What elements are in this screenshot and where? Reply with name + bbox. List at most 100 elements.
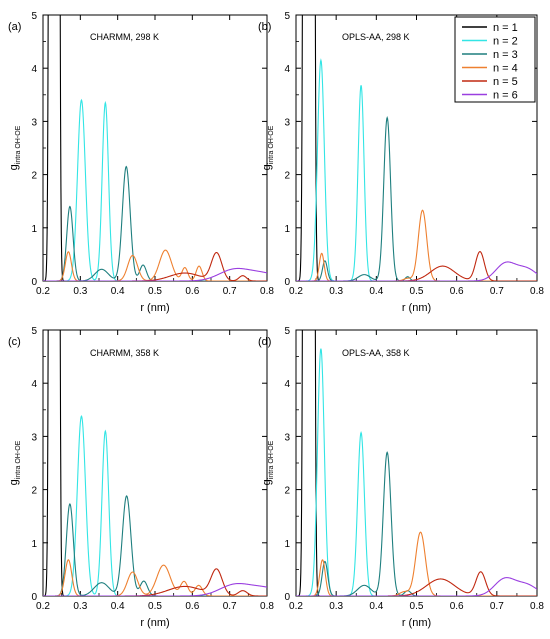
y-tick-label: 0	[31, 277, 37, 288]
y-tick-label: 2	[31, 171, 37, 182]
x-tick-label: 0.7	[490, 286, 504, 297]
y-tick-label: 1	[31, 539, 37, 550]
legend-box	[454, 16, 536, 103]
panel-title: CHARMM, 358 K	[90, 348, 159, 358]
panel-title: OPLS-AA, 358 K	[342, 348, 410, 358]
series-line-n2	[43, 414, 267, 596]
y-tick-label: 4	[31, 64, 37, 75]
x-tick-label: 0.7	[223, 286, 237, 297]
legend-entry: n = 3	[493, 49, 518, 61]
y-tick-label: 3	[284, 117, 290, 128]
plot-frame	[42, 329, 268, 597]
x-tick-label: 0.3	[73, 286, 87, 297]
x-tick-label: 0.4	[111, 601, 125, 612]
series-line-n1	[43, 330, 267, 596]
legend-entry: n = 6	[493, 90, 518, 102]
y-tick-label: 5	[31, 11, 37, 22]
series-line-n4	[296, 209, 537, 281]
plot-frame	[295, 329, 538, 597]
x-tick-label: 0.3	[329, 286, 343, 297]
x-tick-label: 0.2	[289, 601, 303, 612]
x-tick-label: 0.8	[530, 286, 544, 297]
legend-entry: n = 4	[493, 63, 518, 75]
series-line-n5	[296, 571, 537, 596]
panel-label: (b)	[258, 21, 271, 33]
y-axis-label: gintra OH-OE	[261, 440, 275, 485]
x-tick-label: 0.6	[185, 286, 199, 297]
x-axis-label: r (nm)	[402, 617, 431, 629]
legend-entry: n = 5	[493, 76, 518, 88]
series-line-n6	[296, 577, 537, 596]
y-axis-label: gintra OH-OE	[8, 440, 22, 485]
y-tick-label: 0	[284, 277, 290, 288]
x-tick-label: 0.4	[369, 286, 383, 297]
series-line-n5	[296, 251, 537, 281]
x-tick-label: 0.5	[148, 601, 162, 612]
y-tick-label: 4	[31, 379, 37, 390]
panel-title: CHARMM, 298 K	[90, 32, 159, 42]
panel-title: OPLS-AA, 298 K	[342, 32, 410, 42]
x-tick-label: 0.4	[369, 601, 383, 612]
x-tick-label: 0.8	[530, 601, 544, 612]
y-tick-label: 1	[284, 539, 290, 550]
legend-entry: n = 2	[493, 36, 518, 48]
panel-label: (d)	[258, 336, 271, 348]
series-line-n6	[43, 267, 267, 281]
x-tick-label: 0.3	[329, 601, 343, 612]
x-tick-label: 0.2	[36, 286, 50, 297]
series-line-n6	[43, 582, 267, 596]
x-axis-label: r (nm)	[402, 302, 431, 314]
y-tick-label: 2	[284, 486, 290, 497]
x-tick-label: 0.6	[450, 286, 464, 297]
y-tick-label: 4	[284, 379, 290, 390]
series-line-n2	[43, 98, 267, 281]
series-line-n3	[296, 451, 537, 596]
panel-label: (c)	[8, 336, 21, 348]
y-axis-label: gintra OH-OE	[261, 125, 275, 170]
y-tick-label: 3	[31, 432, 37, 443]
x-tick-label: 0.2	[289, 286, 303, 297]
x-tick-label: 0.8	[260, 286, 274, 297]
x-tick-label: 0.5	[410, 286, 424, 297]
y-tick-label: 5	[284, 326, 290, 337]
legend: n = 1 n = 2n = 3 n = 4n = 5 n = 6	[454, 16, 536, 103]
series-line-n1	[43, 15, 267, 281]
y-tick-label: 5	[284, 11, 290, 22]
x-axis-label: r (nm)	[140, 302, 169, 314]
series-line-n5	[43, 251, 267, 281]
chart-panel-b: 0.2 0.3 0.4 0.5 0.6 0.7 0.8 0 1 2 3 4 5 r (nm) gintra …	[258, 11, 544, 314]
plot-frame	[42, 14, 268, 282]
y-tick-label: 3	[31, 117, 37, 128]
y-axis-label: gintra OH-OE	[8, 125, 22, 170]
x-tick-label: 0.2	[36, 601, 50, 612]
x-tick-label: 0.4	[111, 286, 125, 297]
y-tick-label: 2	[284, 171, 290, 182]
x-tick-label: 0.5	[148, 286, 162, 297]
x-axis-label: r (nm)	[140, 617, 169, 629]
x-tick-label: 0.7	[223, 601, 237, 612]
chart-panel-c: 0.2 0.3 0.4 0.5 0.6 0.7 0.8 0 1 2 3 4 5 r (nm) gintra …	[8, 326, 274, 629]
chart-panel-a: 0.2 0.3 0.4 0.5 0.6 0.7 0.8 0 1 2 3 4 5 r (nm) gintra …	[8, 11, 274, 314]
y-tick-label: 1	[284, 224, 290, 235]
x-tick-label: 0.8	[260, 601, 274, 612]
x-tick-label: 0.7	[490, 601, 504, 612]
y-tick-label: 4	[284, 64, 290, 75]
series-line-n4	[296, 531, 537, 596]
y-tick-label: 0	[31, 592, 37, 603]
x-tick-label: 0.3	[73, 601, 87, 612]
y-tick-label: 2	[31, 486, 37, 497]
series-line-n2	[296, 348, 537, 596]
panel-label: (a)	[8, 21, 21, 33]
y-tick-label: 5	[31, 326, 37, 337]
legend-entry: n = 1	[493, 22, 518, 34]
chart-panel-d: 0.2 0.3 0.4 0.5 0.6 0.7 0.8 0 1 2 3 4 5 r (nm) gintra …	[258, 326, 544, 629]
y-tick-label: 3	[284, 432, 290, 443]
series-line-n5	[43, 568, 267, 596]
series-line-n6	[296, 261, 537, 281]
y-tick-label: 0	[284, 592, 290, 603]
y-tick-label: 1	[31, 224, 37, 235]
x-tick-label: 0.5	[410, 601, 424, 612]
x-tick-label: 0.6	[185, 601, 199, 612]
x-tick-label: 0.6	[450, 601, 464, 612]
